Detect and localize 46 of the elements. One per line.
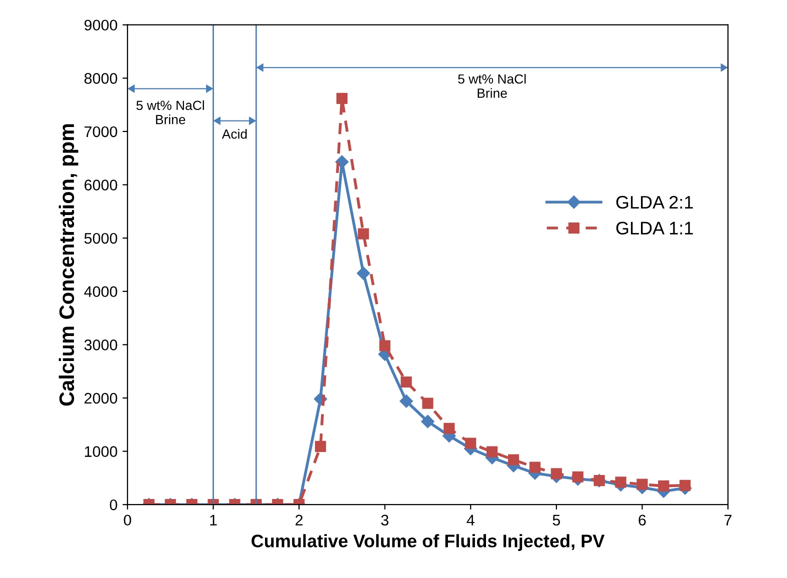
point bbox=[486, 446, 498, 458]
point bbox=[636, 478, 648, 490]
point bbox=[658, 480, 670, 492]
legend-label: GLDA 2:1 bbox=[616, 196, 693, 209]
annotation: 5 wt% NaCl Brine bbox=[136, 100, 204, 124]
y-tick-label: 0 bbox=[110, 499, 118, 510]
x-tick-label: 7 bbox=[724, 514, 732, 526]
point bbox=[358, 228, 369, 240]
point bbox=[379, 340, 390, 352]
point bbox=[572, 471, 584, 482]
y-tick-label: 1000 bbox=[84, 446, 118, 457]
x-tick-label: 4 bbox=[466, 514, 474, 526]
point bbox=[400, 376, 412, 388]
annotation: 5 wt% NaCl Brine bbox=[458, 74, 526, 98]
point bbox=[335, 155, 349, 168]
y-tick-label: 8000 bbox=[84, 73, 118, 84]
point bbox=[508, 454, 520, 466]
x-tick-label: 1 bbox=[210, 514, 217, 526]
x-tick-label: 5 bbox=[552, 514, 560, 526]
x-axis-title: Cumulative Volume of Fluids Injected, PV bbox=[252, 534, 605, 551]
point bbox=[550, 468, 562, 480]
point bbox=[422, 398, 434, 409]
x-tick-label: 0 bbox=[124, 514, 132, 526]
point bbox=[680, 480, 691, 491]
point bbox=[615, 476, 626, 488]
x-tick-label: 3 bbox=[381, 514, 388, 526]
y-tick-label: 7000 bbox=[84, 126, 118, 138]
point bbox=[421, 414, 434, 428]
y-tick-label: 3000 bbox=[84, 340, 118, 350]
point bbox=[400, 394, 413, 408]
point bbox=[336, 92, 348, 104]
y-tick-label: 4000 bbox=[84, 286, 118, 298]
point bbox=[444, 422, 455, 434]
point bbox=[356, 266, 370, 280]
y-tick-label: 6000 bbox=[84, 180, 118, 190]
y-tick-label: 9000 bbox=[84, 20, 118, 31]
x-tick-label: 2 bbox=[296, 514, 303, 526]
legend-label: GLDA 1:1 bbox=[616, 222, 693, 235]
annotation: Acid bbox=[222, 129, 247, 139]
y-tick-label: 5000 bbox=[84, 232, 118, 244]
point bbox=[529, 462, 541, 473]
point bbox=[465, 438, 476, 449]
y-axis-title: Calcium Concentration, ppm bbox=[58, 124, 78, 406]
x-tick-label: 6 bbox=[638, 514, 646, 526]
y-tick-label: 2000 bbox=[84, 392, 118, 404]
point bbox=[314, 440, 326, 452]
